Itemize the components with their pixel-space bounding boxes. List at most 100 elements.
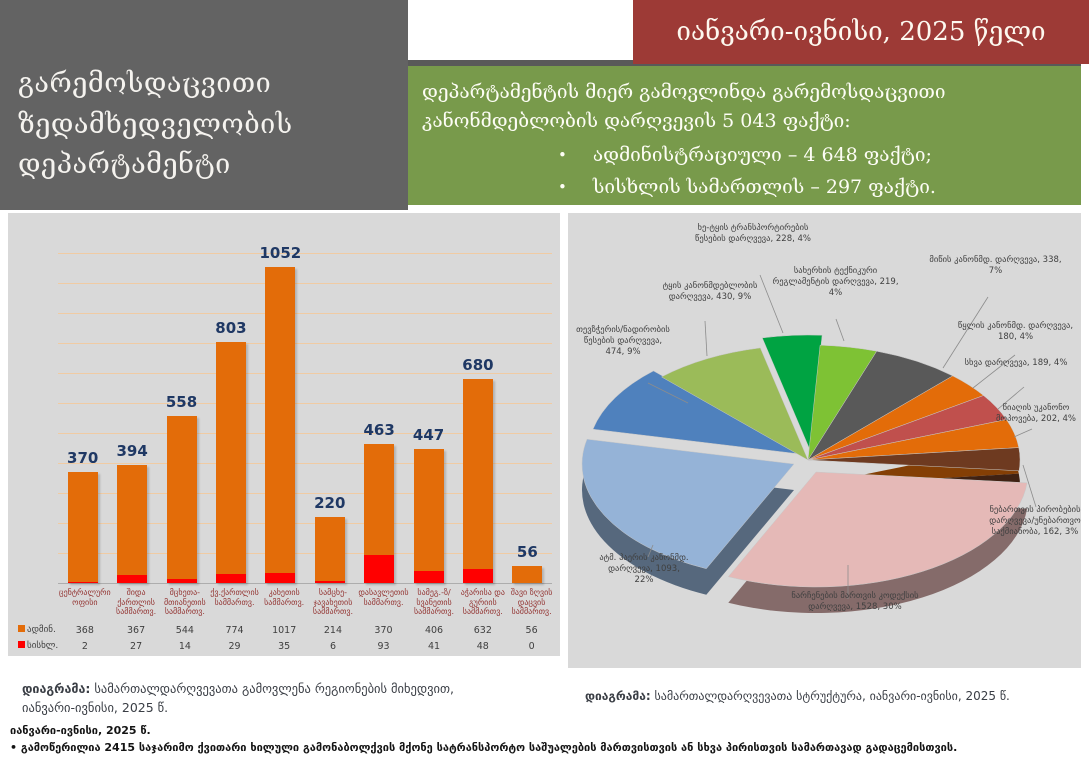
- table-value: 368: [75, 624, 94, 636]
- bar-value-label: 370: [67, 448, 99, 467]
- summary-bullet-criminal-text: სისხლის სამართლის – 297 ფაქტი.: [592, 176, 936, 199]
- footer-bullet: • გამოწერილია 2415 საჯარიმო ქვითარი ხილუ…: [10, 741, 958, 755]
- table-value: 93: [377, 641, 390, 653]
- table-value: 48: [476, 641, 489, 653]
- pie-slice: [660, 347, 809, 461]
- bar-segment-criminal: [413, 570, 444, 583]
- pie-slice: [761, 334, 823, 451]
- table-value: 27: [130, 641, 143, 653]
- table-value: 774: [225, 624, 244, 636]
- bar-segment-criminal: [166, 578, 197, 583]
- bar-column: 394: [107, 253, 156, 583]
- pie-label-air: ატმ. ჰაერის კანონმდ. დარღვევა, 1093, 22%: [599, 553, 689, 586]
- department-title-panel: გარემოსდაცვითი ზედამხედველობის დეპარტამე…: [0, 0, 408, 210]
- bar-column: 56: [503, 253, 552, 583]
- table-value: 406: [424, 624, 444, 636]
- bar: [265, 267, 296, 583]
- bar-segment-criminal: [117, 574, 148, 583]
- legend-label: ადმინ.: [27, 624, 56, 635]
- bar-segment-criminal: [364, 555, 395, 583]
- table-value: 2: [81, 641, 88, 653]
- caption-text: სამართალდარღვევათა სტრუქტურა, იანვარი-ივ…: [650, 689, 1010, 703]
- category-label: ქვ.ქართლის სამმართვ.: [210, 588, 259, 607]
- bar-plot-area: 370 394 558 803 1052 220 463 447 680 56: [58, 244, 552, 584]
- pie-label-fishing-hunting: თევზჭერის/ნადირობის წესების დარღვევა, 47…: [576, 325, 670, 358]
- legend-swatch-admin: [18, 624, 25, 632]
- pie-slice: [727, 471, 1028, 588]
- bar-segment-admin: [215, 342, 246, 575]
- pie-chart-caption: დიაგრამა: სამართალდარღვევათა სტრუქტურა, …: [585, 687, 1085, 705]
- pie-label-forest: ტყის კანონმდებლობის დარღვევა, 430, 9%: [662, 281, 758, 303]
- table-value: 367: [127, 624, 146, 636]
- leader-line: [647, 382, 689, 404]
- period-banner-text: იანვარი-ივნისი, 2025 წელი: [676, 17, 1046, 47]
- bar: [117, 464, 148, 583]
- bar-segment-admin: [512, 566, 543, 583]
- leader-line: [942, 296, 989, 369]
- bar-value-label: 220: [314, 494, 346, 512]
- leader-line: [647, 544, 654, 558]
- bar-value-label: 56: [516, 543, 538, 562]
- bar-segment-admin: [314, 517, 345, 582]
- bar-value-label: 463: [363, 421, 395, 440]
- bar-segment-criminal: [314, 581, 345, 583]
- pie-chart-panel: ხე-ტყის ტრანსპორტირების წესების დარღვევა…: [568, 213, 1081, 668]
- category-label: დასავლეთის სამმართვ.: [358, 588, 409, 607]
- bar: [462, 379, 493, 583]
- bullet-icon: •: [558, 178, 567, 197]
- bar: [512, 566, 543, 583]
- pie-label-water: წყლის კანონმდ. დარღვევა, 180, 4%: [957, 321, 1074, 343]
- table-value: 214: [323, 624, 343, 636]
- period-banner: იანვარი-ივნისი, 2025 წელი: [633, 0, 1089, 64]
- table-value: 35: [278, 641, 291, 653]
- bar-segment-admin: [265, 267, 296, 573]
- bar-segment-criminal: [462, 568, 493, 583]
- legend-swatch-criminal: [18, 641, 25, 649]
- bar-column: 220: [305, 253, 354, 583]
- bar-segment-criminal: [215, 574, 246, 583]
- category-label: მცხეთა-მთიანეთის სამმართვ.: [163, 588, 206, 617]
- category-label: აჭარისა და გურიის სამმართვ.: [460, 588, 505, 617]
- table-value: 56: [525, 624, 538, 636]
- caption-prefix: დიაგრამა:: [22, 681, 91, 696]
- table-value: 14: [178, 641, 191, 653]
- bar-value-label: 1052: [259, 244, 302, 263]
- table-value: 29: [228, 641, 241, 653]
- leader-line: [1022, 464, 1037, 508]
- pie-label-minerals: წიაღის უკანონო მოპოვება, 202, 4%: [995, 403, 1077, 425]
- table-value: 632: [473, 624, 492, 636]
- bar-segment-admin: [166, 415, 197, 579]
- leader-line: [835, 318, 845, 342]
- pie-label-timber-transport: ხე-ტყის ტრანსპორტირების წესების დარღვევა…: [695, 223, 811, 245]
- pie-label-sawmill: სახერხის ტექნიკური რეგლამენტის დარღვევა,…: [772, 266, 899, 299]
- category-label: ცენტრალური ოფისი: [59, 588, 111, 607]
- bar-segment-admin: [117, 464, 148, 575]
- legend-label: სისხლ.: [27, 641, 59, 652]
- bar-value-label: 680: [462, 356, 494, 374]
- leader-line: [997, 386, 1025, 410]
- bar-value-label: 447: [412, 425, 445, 444]
- table-value: 6: [329, 641, 336, 653]
- pie-label-waste: ნარჩენების მართვის კოდექსის დარღვევა, 15…: [791, 591, 919, 613]
- bar-column: 370: [58, 253, 107, 583]
- category-label: კახეთის სამმართვ.: [264, 588, 305, 607]
- bar: [67, 471, 98, 583]
- summary-bullet-admin-text: ადმინისტრაციული – 4 648 ფაქტი;: [592, 143, 932, 166]
- category-label: შავი ზღვის დაცვის სამმართვ.: [510, 588, 553, 617]
- table-value: 370: [374, 624, 393, 636]
- footer-period: იანვარი-ივნისი, 2025 წ.: [10, 724, 151, 737]
- bar-value-label: 803: [215, 319, 247, 338]
- table-value: 41: [427, 641, 441, 653]
- bar-segment-admin: [413, 448, 444, 571]
- legend-key: ადმინ.: [10, 621, 58, 637]
- bar-column: 558: [157, 253, 206, 583]
- caption-text: სამართალდარღვევათა გამოვლენა რეგიონების …: [22, 681, 454, 715]
- bar: [413, 448, 444, 583]
- summary-bullet-criminal: • სისხლის სამართლის – 297 ფაქტი.: [408, 173, 1081, 202]
- bar-value-label: 558: [165, 392, 198, 411]
- bar: [364, 444, 395, 583]
- table-value: 1017: [272, 624, 297, 636]
- bar-value-label: 394: [116, 441, 148, 460]
- bar-chart-caption: დიაგრამა: სამართალდარღვევათა გამოვლენა რ…: [22, 680, 492, 718]
- bar-segment-admin: [67, 471, 98, 582]
